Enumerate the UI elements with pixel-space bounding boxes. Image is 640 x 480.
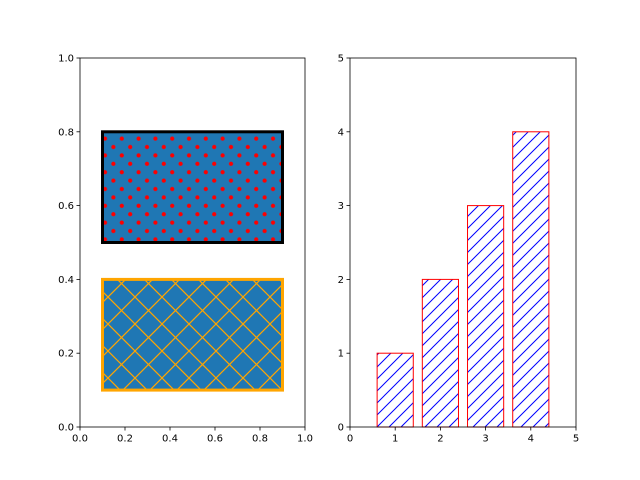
right-x-tick-label: 1 (392, 434, 398, 445)
left-x-tick-label: 1.0 (297, 434, 313, 445)
right-y-tick-label: 0 (338, 423, 344, 434)
left-y-tick-label: 0.4 (58, 275, 74, 286)
right-y-tick-label: 3 (338, 201, 344, 212)
rectangle-patch-2-hatch (102, 131, 283, 243)
left-axes: 0.0 0.2 0.4 0.6 0.8 1.0 0.0 0.2 0.4 0.6 0.8 1.0 (58, 54, 313, 445)
bar-2-hatch (422, 279, 459, 427)
right-x-tick-label: 4 (528, 434, 534, 445)
left-axes-frame (79, 57, 306, 428)
left-x-tick-label: 0.8 (252, 434, 268, 445)
right-axes: 0 1 2 3 4 5 0 1 2 3 4 5 (338, 54, 580, 445)
right-y-tick-label: 5 (338, 54, 344, 65)
rectangle-patch-2 (101, 130, 284, 244)
rectangle-patch-1 (101, 277, 284, 392)
right-x-tick-label: 3 (482, 434, 488, 445)
left-y-tick-label: 1.0 (58, 54, 74, 65)
bar-1-hatch (377, 353, 414, 427)
bar-4-hatch (512, 131, 549, 428)
right-y-tick-label: 1 (338, 349, 344, 360)
right-y-tick-label: 4 (338, 127, 344, 138)
left-x-tick-label: 0.4 (162, 434, 178, 445)
left-x-tick-label: 0.0 (72, 434, 88, 445)
right-y-tick-label: 2 (338, 275, 344, 286)
left-y-tick-label: 0.2 (58, 349, 74, 360)
left-x-tick-label: 0.2 (117, 434, 133, 445)
left-y-tick-label: 0.8 (58, 127, 74, 138)
right-x-tick-label: 0 (347, 434, 353, 445)
bar-3-hatch (467, 205, 504, 427)
left-y-tick-label: 0.0 (58, 423, 74, 434)
right-axes-frame (349, 57, 577, 428)
left-y-tick-label: 0.6 (58, 201, 74, 212)
rectangle-patch-1-hatch (102, 279, 283, 391)
right-x-tick-label: 2 (437, 434, 443, 445)
left-x-tick-label: 0.6 (207, 434, 223, 445)
right-x-tick-label: 5 (573, 434, 579, 445)
